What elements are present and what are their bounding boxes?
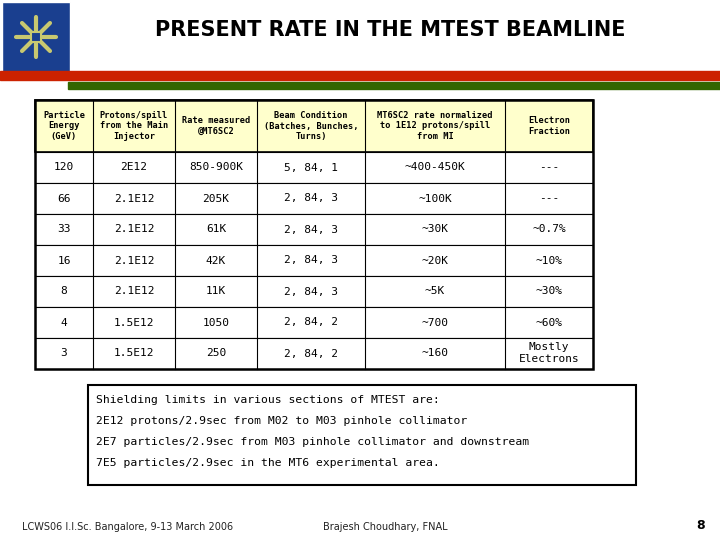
Text: 16: 16 (58, 255, 71, 266)
Text: 61K: 61K (206, 225, 226, 234)
Bar (35, 183, 593, 214)
Text: 2E7 particles/2.9sec from M03 pinhole collimator and downstream: 2E7 particles/2.9sec from M03 pinhole co… (96, 437, 529, 447)
Text: LCWS06 I.I.Sc. Bangalore, 9-13 March 2006: LCWS06 I.I.Sc. Bangalore, 9-13 March 200… (22, 522, 233, 532)
Text: 5, 84, 1: 5, 84, 1 (284, 163, 338, 172)
Text: 1050: 1050 (202, 318, 230, 327)
Text: 2, 84, 3: 2, 84, 3 (284, 255, 338, 266)
FancyBboxPatch shape (2, 2, 70, 72)
Text: 2, 84, 2: 2, 84, 2 (284, 318, 338, 327)
Text: 2.1E12: 2.1E12 (114, 287, 154, 296)
Text: 2, 84, 3: 2, 84, 3 (284, 287, 338, 296)
Text: 8: 8 (696, 519, 705, 532)
Text: Brajesh Choudhary, FNAL: Brajesh Choudhary, FNAL (323, 522, 447, 532)
Text: 2.1E12: 2.1E12 (114, 255, 154, 266)
Text: 33: 33 (58, 225, 71, 234)
Text: Shielding limits in various sections of MTEST are:: Shielding limits in various sections of … (96, 395, 440, 405)
Text: 11K: 11K (206, 287, 226, 296)
Text: Beam Condition
(Batches, Bunches,
Turns): Beam Condition (Batches, Bunches, Turns) (264, 111, 359, 141)
Text: 1.5E12: 1.5E12 (114, 348, 154, 359)
Bar (88, 385, 636, 485)
Text: ~100K: ~100K (418, 193, 452, 204)
Text: ---: --- (539, 193, 559, 204)
Text: 2, 84, 3: 2, 84, 3 (284, 193, 338, 204)
Text: Mostly
Electrons: Mostly Electrons (518, 342, 580, 365)
Text: ---: --- (539, 163, 559, 172)
Text: 250: 250 (206, 348, 226, 359)
Text: Protons/spill
from the Main
Injector: Protons/spill from the Main Injector (100, 111, 168, 141)
Text: MT6SC2 rate normalized
to 1E12 protons/spill
from MI: MT6SC2 rate normalized to 1E12 protons/s… (377, 111, 492, 141)
Text: 2.1E12: 2.1E12 (114, 193, 154, 204)
Text: 3: 3 (60, 348, 68, 359)
Bar (0, 71, 720, 80)
Bar (35, 245, 593, 276)
Text: Electron
Fraction: Electron Fraction (528, 116, 570, 136)
Bar (35, 338, 593, 369)
Text: 42K: 42K (206, 255, 226, 266)
Text: 205K: 205K (202, 193, 230, 204)
Text: 2, 84, 3: 2, 84, 3 (284, 225, 338, 234)
Bar (31, 32, 41, 42)
Text: Particle
Energy
(GeV): Particle Energy (GeV) (43, 111, 85, 141)
Text: 7E5 particles/2.9sec in the MT6 experimental area.: 7E5 particles/2.9sec in the MT6 experime… (96, 458, 440, 468)
Bar (68, 82, 720, 89)
Text: ~20K: ~20K (421, 255, 449, 266)
Text: ~5K: ~5K (425, 287, 445, 296)
Text: Rate measured
@MT6SC2: Rate measured @MT6SC2 (182, 116, 250, 136)
Text: PRESENT RATE IN THE MTEST BEAMLINE: PRESENT RATE IN THE MTEST BEAMLINE (155, 20, 625, 40)
Bar (35, 100, 593, 152)
Text: ~60%: ~60% (536, 318, 562, 327)
Bar (35, 100, 593, 369)
Text: 850-900K: 850-900K (189, 163, 243, 172)
Text: ~30K: ~30K (421, 225, 449, 234)
Text: 1.5E12: 1.5E12 (114, 318, 154, 327)
Bar (35, 276, 593, 307)
Text: 2, 84, 2: 2, 84, 2 (284, 348, 338, 359)
Bar (35, 307, 593, 338)
Text: 2.1E12: 2.1E12 (114, 225, 154, 234)
Text: 2E12: 2E12 (120, 163, 148, 172)
Text: 2E12 protons/2.9sec from M02 to M03 pinhole collimator: 2E12 protons/2.9sec from M02 to M03 pinh… (96, 416, 467, 426)
Text: ~400-450K: ~400-450K (405, 163, 465, 172)
Bar (35, 152, 593, 183)
Text: 4: 4 (60, 318, 68, 327)
Text: ~30%: ~30% (536, 287, 562, 296)
Text: ~10%: ~10% (536, 255, 562, 266)
Bar (35, 214, 593, 245)
Text: 8: 8 (60, 287, 68, 296)
Text: ~700: ~700 (421, 318, 449, 327)
Text: ~0.7%: ~0.7% (532, 225, 566, 234)
Text: 120: 120 (54, 163, 74, 172)
Text: 66: 66 (58, 193, 71, 204)
Text: ~160: ~160 (421, 348, 449, 359)
